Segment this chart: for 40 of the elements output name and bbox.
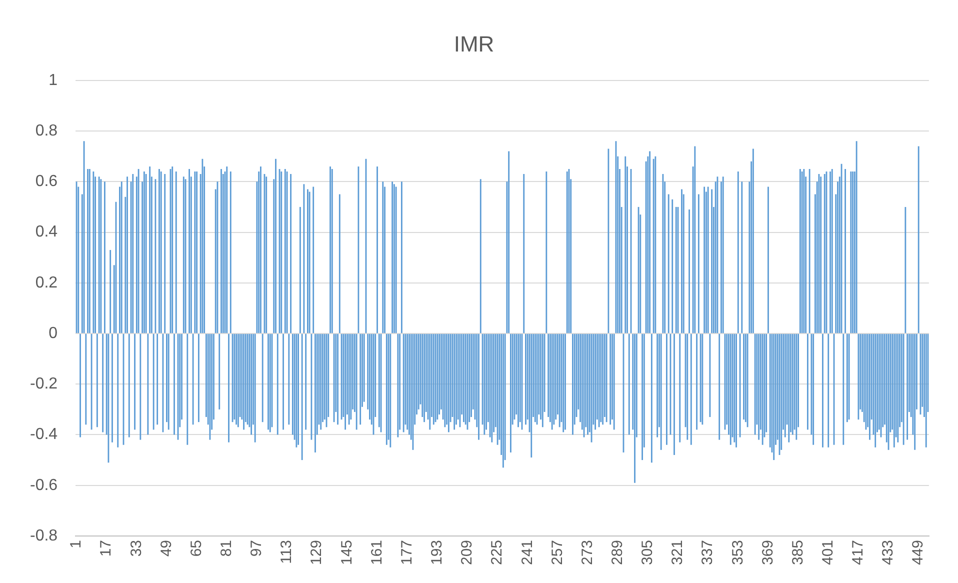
- x-tick-label: 273: [578, 540, 596, 566]
- y-tick-label: -0.6: [30, 476, 58, 494]
- x-tick-label: 241: [518, 540, 536, 566]
- x-tick-label: 17: [98, 540, 115, 557]
- y-tick-label: 0.4: [35, 224, 58, 241]
- x-tick-label: 177: [398, 540, 416, 566]
- x-tick-label: 33: [128, 540, 145, 557]
- x-tick-label: 129: [308, 540, 326, 566]
- chart-title: IMR: [454, 31, 494, 56]
- x-tick-label: 145: [338, 540, 356, 566]
- x-tick-label: 97: [248, 540, 266, 557]
- y-tick-label: 0.2: [35, 274, 58, 292]
- y-tick-label: -0.4: [30, 426, 58, 444]
- x-tick-label: 161: [368, 540, 386, 566]
- x-tick-label: 65: [188, 540, 205, 557]
- x-tick-label: 353: [729, 540, 746, 566]
- x-tick-label: 113: [278, 540, 296, 564]
- y-tick-label: 0.8: [35, 122, 58, 140]
- x-tick-label: 321: [669, 540, 686, 566]
- y-tick-label: -0.2: [30, 376, 58, 393]
- x-tick-label: 337: [699, 540, 716, 566]
- y-tick-label: 1: [48, 72, 58, 89]
- x-tick-label: 289: [608, 540, 626, 566]
- x-tick-label: 385: [789, 540, 806, 566]
- x-tick-label: 209: [458, 540, 476, 566]
- x-tick-label: 257: [548, 540, 566, 566]
- x-tick-label: 49: [158, 540, 175, 557]
- x-tick-label: 369: [759, 540, 776, 566]
- y-tick-label: 0.6: [35, 173, 58, 190]
- x-tick-label: 225: [488, 540, 506, 566]
- x-tick-label: 417: [850, 540, 867, 566]
- x-tick-label: 81: [218, 540, 236, 557]
- x-tick-label: 433: [880, 540, 897, 566]
- y-tick-label: 0: [48, 324, 58, 342]
- x-tick-label: 1: [68, 540, 85, 548]
- y-tick-label: -0.8: [30, 527, 58, 544]
- x-tick-label: 193: [428, 540, 446, 566]
- x-tick-label: 305: [639, 540, 656, 566]
- x-tick-label: 401: [820, 540, 837, 566]
- x-tick-label: 449: [910, 540, 927, 566]
